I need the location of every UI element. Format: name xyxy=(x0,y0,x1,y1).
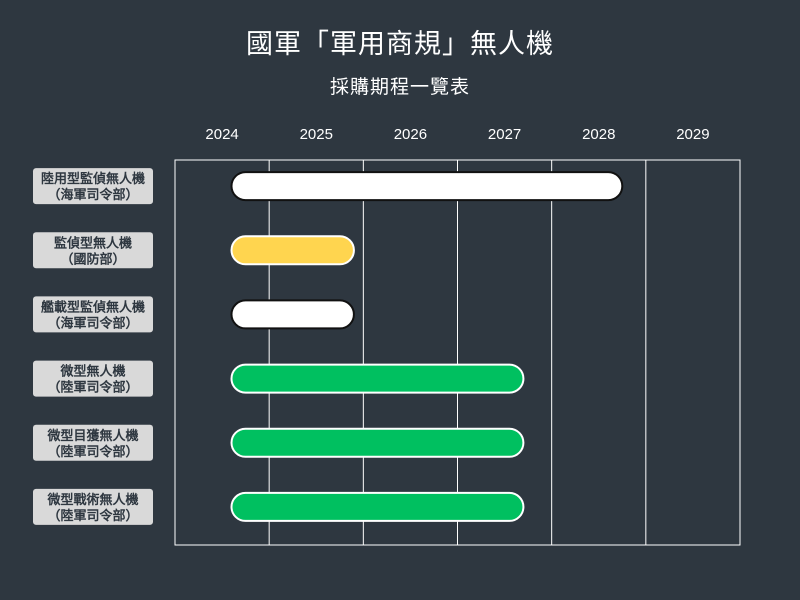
x-tick-label: 2026 xyxy=(394,126,427,143)
row-label-line2: （海軍司令部） xyxy=(47,315,138,331)
row-label-box xyxy=(33,488,153,525)
row-label-box xyxy=(33,360,153,397)
x-tick-label: 2027 xyxy=(488,126,521,143)
row-label-line2: （陸軍司令部） xyxy=(47,380,138,396)
row-label-line2: （陸軍司令部） xyxy=(47,444,138,460)
x-tick-label: 2029 xyxy=(676,126,709,143)
row-label-line1: 陸用型監偵無人機 xyxy=(41,171,145,187)
row-label-line1: 監偵型無人機 xyxy=(54,235,132,251)
x-tick-label: 2028 xyxy=(582,126,615,143)
gantt-bar xyxy=(230,171,624,202)
row-label-box xyxy=(33,232,153,269)
row-label-line1: 微型無人機 xyxy=(59,364,125,380)
row-label-box xyxy=(33,424,153,461)
gantt-bar xyxy=(230,363,525,394)
row-label-line2: （國防部） xyxy=(60,251,125,267)
chart-subtitle: 採購期程一覽表 xyxy=(329,76,470,98)
row-label-line1: 微型戰術無人機 xyxy=(46,492,138,508)
chart-title: 國軍「軍用商規」無人機 xyxy=(246,29,554,60)
gantt-bar xyxy=(230,427,525,458)
gantt-bar xyxy=(230,491,525,522)
gantt-bar xyxy=(230,299,355,330)
row-label-line2: （海軍司令部） xyxy=(47,187,138,203)
row-label-box xyxy=(33,296,153,333)
gantt-bar xyxy=(230,235,355,266)
row-label-line1: 艦載型監偵無人機 xyxy=(41,299,145,315)
row-label-line1: 微型目獲無人機 xyxy=(46,428,138,444)
x-tick-label: 2025 xyxy=(300,126,333,143)
row-label-box xyxy=(33,168,153,205)
row-label-line2: （陸軍司令部） xyxy=(47,508,138,524)
x-tick-label: 2024 xyxy=(205,126,238,143)
